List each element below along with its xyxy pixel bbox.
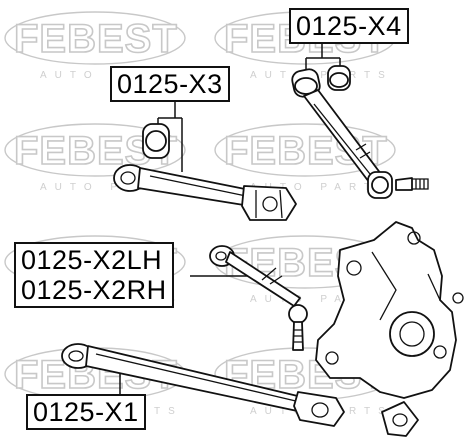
label-0125-x1: 0125-X1 — [26, 394, 146, 430]
watermark-sub: AUTO PARTS — [250, 182, 393, 193]
label-0125-x2rh: 0125-X2RH — [21, 275, 167, 305]
part-x1-arm — [61, 343, 345, 427]
part-knuckle — [315, 221, 464, 437]
watermark-tile: FEBEST AUTO PARTS — [4, 11, 186, 81]
label-0125-x2-group: 0125-X2LH 0125-X2RH — [14, 242, 174, 308]
watermark-brand: FEBEST — [14, 17, 178, 61]
label-0125-x2lh: 0125-X2LH — [21, 245, 163, 275]
watermark-sub: AUTO PARTS — [250, 70, 393, 81]
part-x2-link — [209, 245, 308, 351]
watermark-sub: AUTO PARTS — [40, 182, 183, 193]
label-0125-x4: 0125-X4 — [289, 8, 409, 44]
label-0125-x3: 0125-X3 — [110, 66, 230, 102]
watermark-sub: AUTO PARTS — [250, 294, 393, 305]
part-x3-arm — [113, 123, 297, 221]
leader-x3 — [157, 100, 183, 172]
watermark-sub: AUTO PARTS — [40, 70, 183, 81]
leader-x4 — [305, 40, 341, 72]
part-x4-arm — [291, 65, 429, 199]
